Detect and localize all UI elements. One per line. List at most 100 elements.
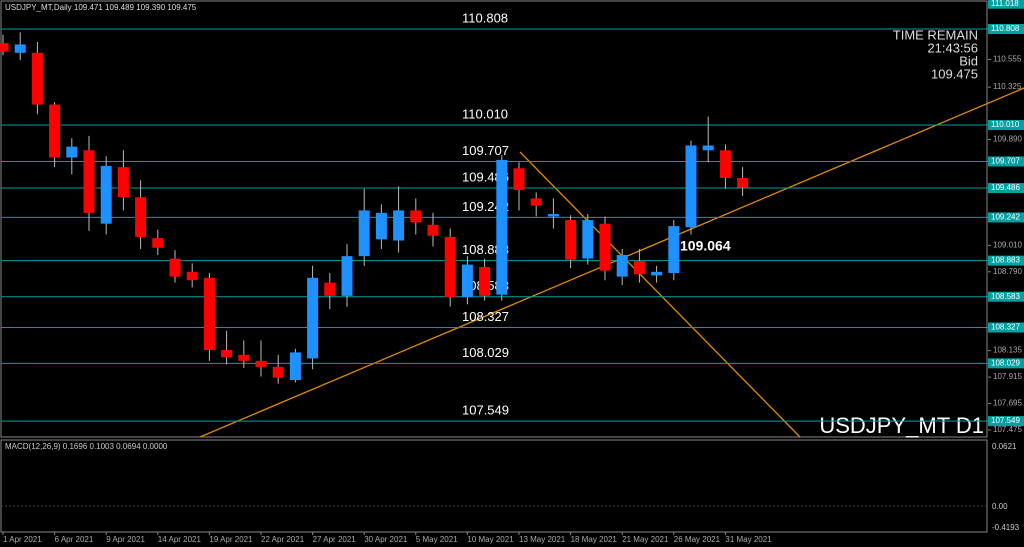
price-box-label: 110.010 [991,120,1020,129]
level-label: 110.010 [462,106,508,121]
price-box [988,322,1024,333]
x-tick-label: 1 Apr 2021 [3,535,42,544]
y-tick-label: 108.135 [993,346,1022,355]
y-tick-label: 110.325 [993,82,1022,91]
candle-body [152,238,164,248]
candle-body [651,271,663,276]
candle-body [461,264,473,298]
price-box [988,291,1024,302]
y-tick-label: 110.555 [993,55,1022,64]
x-tick-label: 10 May 2021 [467,535,514,544]
symbol-label: USDJPY_MT D1 [819,413,984,438]
x-tick-label: 6 Apr 2021 [55,535,94,544]
y-tick-label: 109.890 [993,135,1022,144]
candle-body [444,236,456,298]
x-tick-label: 30 Apr 2021 [364,535,408,544]
x-tick-label: 27 Apr 2021 [313,535,357,544]
candle-body [203,277,215,351]
candle-body [117,167,129,198]
candle-body [272,366,284,378]
candle-body [410,210,422,223]
main-frame [0,0,988,438]
price-box-label: 109.707 [991,157,1020,166]
x-tick-label: 14 Apr 2021 [158,535,202,544]
price-box-label: 109.486 [991,183,1020,192]
x-tick-label: 21 May 2021 [622,535,669,544]
bid-label: Bid [959,53,978,68]
price-box-label: 111.018 [991,0,1019,8]
candle-body [496,159,508,295]
y-tick-label: 107.695 [993,399,1022,408]
macd-axis-label: 0.00 [992,502,1008,511]
price-box-label: 107.549 [991,416,1020,425]
y-tick-label: 109.010 [993,240,1022,249]
price-box-label: 109.242 [991,213,1020,222]
candle-body [582,220,594,259]
candle-body [358,210,370,257]
trend-line [519,151,801,438]
candle-body [186,271,198,281]
y-tick-label: 107.915 [993,372,1022,381]
x-tick-label: 22 Apr 2021 [261,535,305,544]
candle-body [66,146,78,158]
candle-body [14,44,26,53]
candle-body [668,226,680,274]
level-label: 110.808 [462,10,508,25]
macd-label: MACD(12,26,9) 0.1696 0.1003 0.0694 0.000… [5,442,168,451]
price-box-label: 108.583 [991,292,1020,301]
price-box [988,120,1024,131]
level-label: 107.549 [462,403,509,418]
x-tick-label: 9 Apr 2021 [106,535,145,544]
candle-body [565,220,577,260]
candle-body [341,256,353,296]
candle-body [393,210,405,241]
candle-body [530,198,542,206]
candle-body [719,150,731,178]
candle-body [547,214,559,217]
level-label: 109.707 [462,143,509,158]
x-tick-label: 13 May 2021 [519,535,566,544]
candle-body [289,352,301,381]
candle-body [238,354,250,361]
macd-axis-label: 0.0621 [992,442,1017,451]
y-tick-label: 108.790 [993,267,1022,276]
candle-body [702,145,714,151]
candle-body [685,145,697,228]
bid: 109.475 [931,66,978,81]
x-tick-label: 5 May 2021 [416,535,458,544]
candle-body [616,254,628,277]
annotation: 109.064 [680,238,731,254]
candle-body [479,266,491,296]
candle-body [31,52,43,105]
candle-body [737,177,749,188]
price-box-label: 108.029 [991,358,1020,367]
price-box [988,358,1024,369]
candle-body [0,43,9,52]
macd-axis-label: -0.4193 [992,523,1020,532]
candle-body [324,282,336,296]
candle-body [221,350,233,358]
trend-line [199,87,1024,438]
price-box [988,255,1024,266]
candle-body [375,212,387,240]
x-tick-label: 19 Apr 2021 [209,535,253,544]
price-box [988,416,1024,427]
candle-body [307,277,319,359]
level-label: 108.029 [462,345,509,360]
candle-body [100,165,112,224]
x-tick-label: 18 May 2021 [571,535,618,544]
price-box-label: 110.808 [991,24,1020,33]
price-box [988,0,1024,9]
price-box-label: 108.327 [991,323,1020,332]
candle-body [169,258,181,277]
price-box [988,156,1024,167]
header: USDJPY_MT,Daily 109.471 109.489 109.390 … [5,3,197,12]
x-tick-label: 26 May 2021 [674,535,721,544]
price-box [988,212,1024,223]
candle-body [599,223,611,271]
candle-body [49,104,61,158]
candle-body [633,260,645,275]
